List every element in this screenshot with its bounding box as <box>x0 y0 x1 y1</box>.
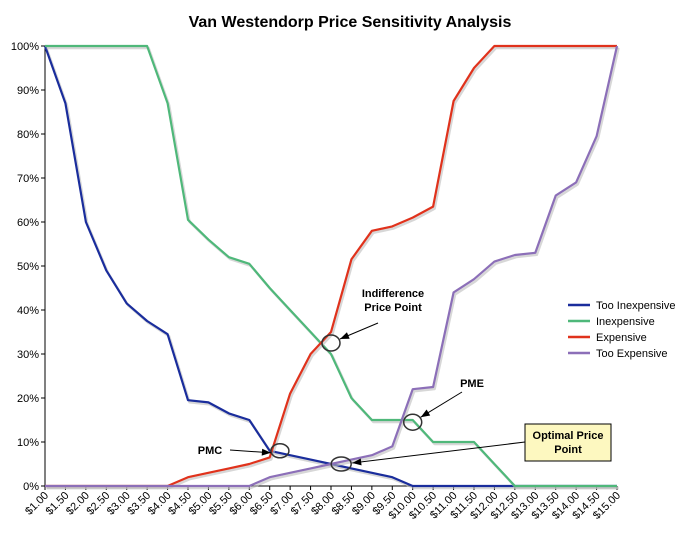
series-shadow-expensive <box>46 46 619 490</box>
legend-label-too-expensive: Too Expensive <box>596 348 668 360</box>
annotation-label-optimal: Point <box>554 444 582 456</box>
annotation-label-pmc: PMC <box>198 445 223 457</box>
marker-circle-optimal <box>330 456 352 472</box>
series-line-expensive <box>45 44 617 488</box>
y-tick-label: 70% <box>17 173 39 185</box>
chart-title: Van Westendorp Price Sensitivity Analysi… <box>189 14 512 31</box>
y-tick-label: 0% <box>23 481 39 493</box>
annotation-label-indifference: Price Point <box>364 302 422 314</box>
series-shadow-inexpensive <box>46 46 619 490</box>
series-shadow-too-inexpensive <box>45 47 619 490</box>
arrow-pmc-head <box>261 448 271 456</box>
arrow-optimal-line <box>352 441 526 464</box>
y-tick-label: 60% <box>17 217 39 229</box>
legend: Too Inexpensive Inexpensive Expensive Too E… <box>568 300 676 360</box>
arrow-indifference-head <box>340 332 350 339</box>
series-line-too-inexpensive <box>43 45 617 488</box>
legend-label-too-inexpensive: Too Inexpensive <box>596 300 676 312</box>
series-shadow-too-expensive <box>46 47 620 490</box>
y-tick-label: 80% <box>17 129 39 141</box>
arrow-optimal-head <box>352 458 362 466</box>
y-tick-label: 20% <box>17 393 39 405</box>
marker-circle-pme <box>402 413 423 431</box>
series-line-too-expensive <box>45 45 619 488</box>
y-tick-label: 30% <box>17 349 39 361</box>
annotation-label-pme: PME <box>460 378 484 390</box>
legend-label-inexpensive: Inexpensive <box>596 316 655 328</box>
annotation-label-indifference: Indifference <box>362 288 424 300</box>
y-tick-label: 100% <box>11 41 39 53</box>
y-tick-label: 50% <box>17 261 39 273</box>
marker-circle-pmc <box>270 443 290 459</box>
y-tick-label: 40% <box>17 305 39 317</box>
series-layer <box>43 44 620 490</box>
annotation-layer: Indifference Price Point PME PMC Optimal Pri… <box>198 288 612 472</box>
y-tick-label: 10% <box>17 437 39 449</box>
arrow-pme-head <box>420 409 431 418</box>
y-tick-label: 90% <box>17 85 39 97</box>
y-axis: 0% 10% 20% 30% 40% 50% 60% 70% 80% 90% 100% <box>11 41 46 493</box>
marker-circle-indifference <box>321 334 341 352</box>
legend-label-expensive: Expensive <box>596 332 647 344</box>
x-axis: $1.00$1.50$2.00$2.50$3.00$3.50$4.00$4.50… <box>23 485 623 522</box>
series-line-inexpensive <box>45 44 617 488</box>
annotation-label-optimal: Optimal Price <box>533 430 604 442</box>
annotation-box-optimal <box>524 423 612 462</box>
